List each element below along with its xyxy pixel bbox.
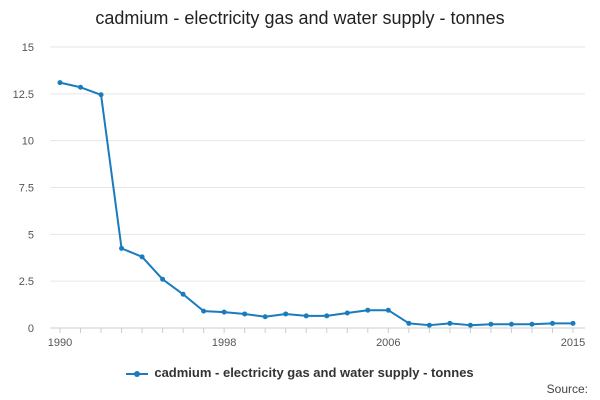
series-line: [59, 81, 573, 327]
y-tick-label: 10: [22, 136, 34, 148]
data-point: [221, 309, 227, 315]
data-point: [365, 307, 371, 313]
y-tick-label: 12.5: [13, 89, 34, 101]
data-point: [78, 84, 84, 90]
x-tick-label: 1998: [212, 337, 236, 349]
data-point: [98, 92, 104, 98]
data-point: [303, 313, 309, 319]
data-point: [447, 320, 453, 326]
data-point: [467, 322, 473, 328]
data-point: [283, 311, 289, 317]
data-point: [262, 314, 268, 320]
source-label[interactable]: Source:: [546, 382, 588, 396]
data-point: [529, 321, 535, 327]
data-point: [406, 320, 412, 326]
y-tick-label: 15: [22, 42, 34, 54]
chart-title: cadmium - electricity gas and water supp…: [95, 8, 505, 28]
y-tick-label: 0: [28, 323, 34, 335]
data-point: [508, 321, 514, 327]
data-point: [570, 320, 576, 326]
data-point: [57, 80, 63, 86]
y-tick-label: 2.5: [19, 276, 34, 288]
x-tick-label: 2015: [561, 337, 585, 349]
data-point: [160, 276, 166, 282]
data-point: [201, 308, 207, 314]
x-tick-label: 2006: [376, 337, 400, 349]
data-point: [426, 322, 432, 328]
legend[interactable]: cadmium - electricity gas and water supp…: [0, 365, 600, 380]
y-tick-label: 5: [28, 229, 34, 241]
data-point: [180, 291, 186, 297]
data-point: [488, 321, 494, 327]
legend-dot-marker: [134, 370, 141, 377]
legend-line-marker: [126, 370, 149, 377]
data-point: [324, 313, 330, 319]
data-point: [242, 311, 248, 317]
data-point: [344, 310, 350, 316]
x-tick-label: 1990: [48, 337, 72, 349]
y-tick-label: 7.5: [19, 183, 34, 195]
data-point: [119, 245, 125, 251]
data-point: [139, 254, 145, 260]
data-point: [385, 307, 391, 313]
legend-label: cadmium - electricity gas and water supp…: [154, 365, 474, 380]
data-point: [549, 320, 555, 326]
